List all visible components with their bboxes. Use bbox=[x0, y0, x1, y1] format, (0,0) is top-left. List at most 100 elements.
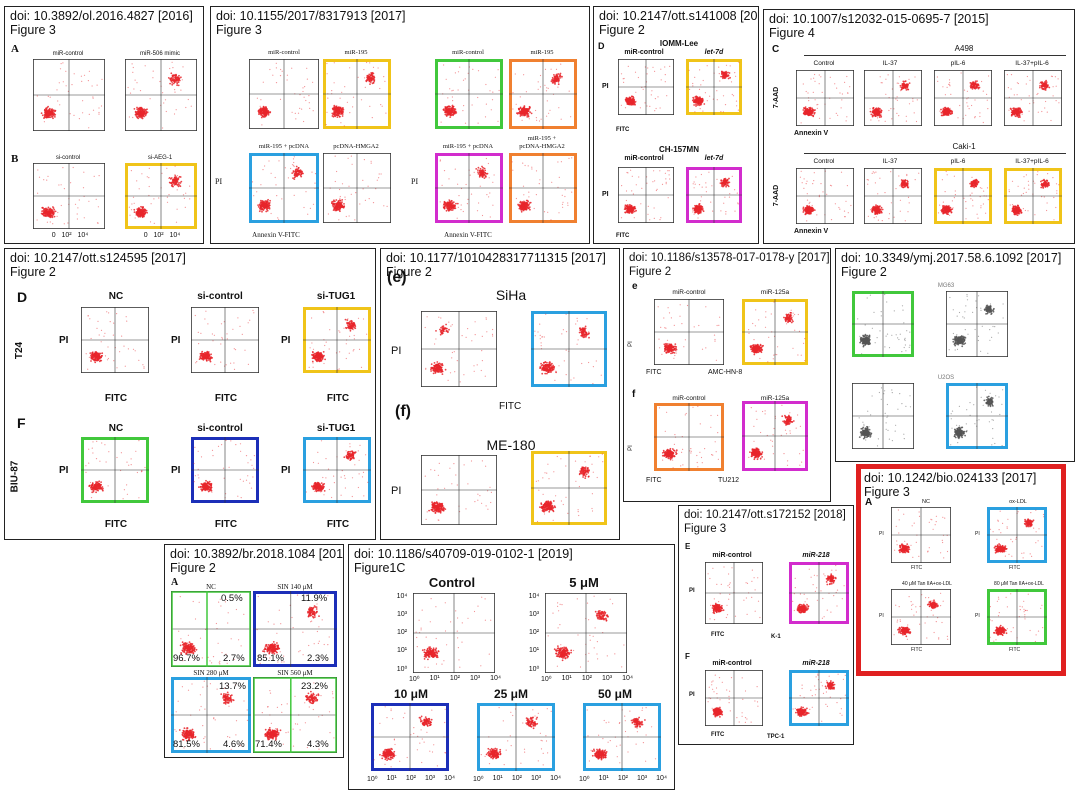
doi-text: doi: 10.1242/bio.024133 [2017] bbox=[864, 471, 1037, 485]
panel-header: doi: 10.1155/2017/8317913 [2017] Figure … bbox=[216, 9, 406, 37]
axis-label-x: FITC bbox=[214, 519, 238, 530]
plot-label: miR-control bbox=[672, 395, 706, 402]
scatter-plot bbox=[852, 383, 915, 449]
tick: 10⁰ bbox=[579, 776, 590, 783]
axis-ticks-y: 10⁴ 10³ 10² 10¹ 10⁰ bbox=[525, 593, 543, 673]
scatter-plot bbox=[1004, 70, 1063, 127]
percent-ur: 0.5% bbox=[221, 593, 243, 604]
axis-label-x: FITC bbox=[499, 401, 522, 412]
percent-lr: 2.7% bbox=[223, 653, 245, 664]
cell-line-label: CH-157MN bbox=[658, 145, 699, 154]
panel-header: doi: 10.1007/s12032-015-0695-7 [2015] Fi… bbox=[769, 12, 989, 40]
scatter-plot bbox=[705, 670, 764, 727]
scatter-plot bbox=[33, 163, 105, 229]
axis-label-y: PI bbox=[171, 335, 181, 346]
axis-label-x: FITC bbox=[646, 477, 662, 484]
axis-label-x: FITC bbox=[326, 519, 350, 530]
scatter-canvas bbox=[654, 403, 724, 471]
scatter-plot bbox=[509, 153, 577, 223]
scatter-plot bbox=[946, 383, 1008, 449]
letter-d: D bbox=[598, 41, 605, 51]
scatter-canvas bbox=[742, 401, 808, 471]
scatter-canvas bbox=[864, 168, 923, 225]
letter-f: f bbox=[632, 389, 636, 400]
tick: 10³ bbox=[396, 611, 408, 618]
tick: 10⁴ bbox=[396, 593, 408, 600]
letter-a: A bbox=[865, 497, 873, 508]
scatter-plot bbox=[796, 70, 855, 127]
axis-label-y: PI bbox=[879, 613, 884, 619]
figure-label: Figure 2 bbox=[10, 265, 56, 279]
percent-ll: 85.1% bbox=[257, 653, 284, 664]
plot-label: let-7d bbox=[704, 49, 724, 56]
percent-lr: 4.6% bbox=[223, 739, 245, 750]
percent-lr: 2.3% bbox=[307, 653, 329, 664]
scatter-plot bbox=[249, 153, 319, 223]
scatter-plot bbox=[934, 70, 993, 127]
plot-label: pcDNA-HMGA2 bbox=[333, 143, 379, 150]
letter-a: A bbox=[171, 577, 179, 588]
scatter-canvas bbox=[191, 307, 259, 373]
scatter-canvas bbox=[33, 163, 105, 229]
plot-label: NC bbox=[922, 499, 930, 505]
tick: 10⁴ bbox=[528, 593, 540, 600]
plot-label: miR-control bbox=[624, 49, 664, 56]
axis-label-x: FITC bbox=[911, 565, 923, 571]
scatter-plot bbox=[1004, 168, 1062, 224]
plot-label: NC bbox=[206, 583, 216, 591]
scatter-canvas bbox=[891, 589, 952, 646]
axis-label-y: PI bbox=[281, 465, 291, 476]
doi-text: doi: 10.1186/s13578-017-0178-y [2017] bbox=[629, 252, 830, 264]
tick: 10¹ bbox=[561, 675, 572, 682]
axis-label-x: FITC bbox=[646, 369, 662, 376]
plot-label: miR-195 + bbox=[527, 135, 557, 142]
panel-s13578-017: doi: 10.1186/s13578-017-0178-y [2017] Fi… bbox=[623, 248, 831, 502]
tick: 10³ bbox=[469, 675, 481, 682]
plot-label: miR-195 + pcDNA bbox=[442, 143, 494, 150]
tick: 10⁰ bbox=[409, 676, 420, 683]
scatter-canvas bbox=[618, 167, 675, 224]
plot-label: NC bbox=[108, 291, 124, 302]
plot-label: Control bbox=[813, 158, 835, 165]
scatter-plot bbox=[371, 703, 449, 771]
panel-ott-s141008: doi: 10.2147/ott.s141008 [2017] Figure 2… bbox=[593, 6, 759, 244]
scatter-canvas bbox=[413, 593, 495, 673]
tick: 10⁰ bbox=[528, 666, 540, 673]
tick: 10¹ bbox=[386, 775, 397, 782]
panel-header: doi: 10.2147/ott.s172152 [2018] Figure 3 bbox=[684, 508, 846, 536]
plot-label: miR-125a bbox=[760, 289, 790, 296]
axis-label-x: Annexin V bbox=[794, 130, 829, 137]
scatter-plot bbox=[654, 403, 724, 471]
scatter-canvas bbox=[421, 455, 497, 525]
letter-a: A bbox=[11, 43, 19, 55]
tick: 10⁴ bbox=[169, 232, 181, 239]
letter-f: (f) bbox=[395, 403, 411, 420]
figure-label: Figure 2 bbox=[386, 265, 432, 279]
scatter-plot bbox=[987, 589, 1047, 645]
scatter-plot bbox=[33, 59, 105, 131]
scatter-canvas bbox=[686, 167, 742, 223]
plot-label: let-7d bbox=[704, 155, 724, 162]
scatter-plot bbox=[531, 311, 607, 387]
scatter-plot bbox=[789, 562, 849, 624]
scatter-plot bbox=[654, 299, 724, 365]
scatter-canvas bbox=[125, 59, 197, 131]
scatter-plot bbox=[789, 670, 849, 726]
axis-label-y: PI bbox=[627, 341, 634, 347]
cell-line-label: Caki-1 bbox=[952, 142, 976, 151]
figure-label: Figure 3 bbox=[216, 23, 262, 37]
panel-ol-2016: doi: 10.3892/ol.2016.4827 [2016] Figure … bbox=[4, 6, 204, 244]
plot-label: SIN 140 μM bbox=[277, 583, 313, 591]
cell-line-label: SiHa bbox=[495, 287, 527, 303]
scatter-plot bbox=[796, 168, 855, 225]
scatter-canvas bbox=[435, 59, 503, 129]
plot-label: ox-LDL bbox=[1009, 499, 1027, 505]
tick: 10³ bbox=[530, 775, 542, 782]
scatter-plot bbox=[323, 59, 391, 129]
percent-ur: 11.9% bbox=[301, 593, 328, 604]
plot-label: miR-control bbox=[268, 49, 300, 56]
tick: 10² bbox=[396, 629, 408, 636]
scatter-canvas bbox=[33, 59, 105, 131]
axis-label-y: PI bbox=[975, 613, 980, 619]
tick: 10² bbox=[61, 232, 72, 239]
